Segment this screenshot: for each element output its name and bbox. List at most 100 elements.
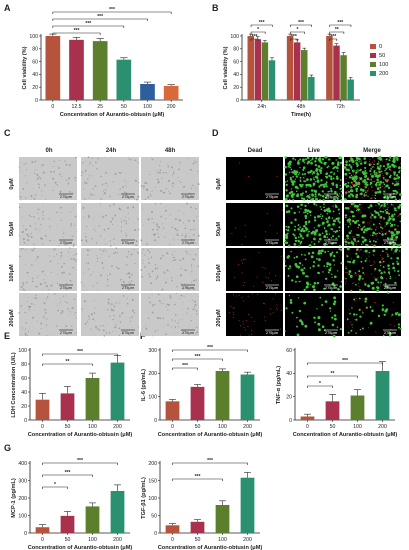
dead-cell	[396, 173, 398, 175]
live-cell	[373, 244, 376, 247]
significance-label: ***	[252, 34, 258, 40]
live-cell	[391, 182, 394, 185]
cell-speck	[20, 286, 23, 289]
live-cell	[357, 226, 360, 229]
cell-speck	[185, 234, 187, 236]
dead-cell	[270, 308, 272, 310]
live-cell	[309, 194, 311, 196]
cell-speck	[60, 255, 63, 257]
live-cell	[284, 239, 287, 242]
live-cell	[304, 217, 307, 220]
live-cell	[298, 183, 302, 186]
cell-speck	[149, 301, 151, 304]
cell-speck	[20, 305, 22, 307]
cell-speck	[52, 189, 54, 192]
cell-speck	[100, 198, 102, 200]
live-cell	[398, 274, 400, 276]
live-cell	[391, 247, 394, 250]
live-cell	[311, 193, 313, 195]
dead-cell	[379, 223, 381, 225]
cell-speck	[45, 198, 47, 200]
live-cell	[377, 213, 380, 216]
dead-cell	[398, 189, 400, 191]
dead-cell	[357, 176, 359, 178]
cell-speck	[126, 206, 129, 209]
significance-label: **	[331, 371, 335, 377]
cell-speck	[142, 259, 144, 261]
live-cell	[378, 161, 380, 163]
cell-speck	[151, 158, 154, 161]
live-cell	[377, 167, 381, 171]
cell-speck	[162, 227, 165, 229]
y-tick-label: 0	[154, 531, 157, 537]
dead-cell	[374, 278, 376, 279]
significance-bracket	[172, 349, 248, 352]
cell-speck	[36, 179, 38, 181]
cell-speck	[91, 175, 93, 177]
cell-speck	[136, 160, 137, 162]
cell-speck	[62, 312, 64, 314]
cell-speck	[85, 233, 87, 234]
cell-speck	[29, 225, 32, 227]
cell-speck	[134, 249, 136, 251]
dead-cell	[275, 275, 276, 277]
cell-speck	[44, 308, 47, 311]
live-cell	[362, 221, 365, 224]
live-cell	[358, 203, 361, 206]
cell-speck	[165, 187, 167, 190]
live-cell	[347, 260, 349, 263]
dead-cell	[382, 261, 384, 263]
cell-speck	[24, 197, 27, 199]
dead-cell	[359, 179, 361, 181]
cell-speck	[190, 319, 192, 322]
row-label-100um: 100μM	[9, 264, 15, 282]
dead-cell	[396, 192, 398, 194]
cell-speck	[87, 268, 90, 270]
live-cell	[329, 263, 332, 266]
cell-speck	[131, 310, 133, 312]
live-cell	[381, 233, 384, 236]
cell-speck	[101, 254, 103, 256]
live-cell	[332, 223, 335, 226]
dead-cell	[375, 302, 377, 304]
micrograph-image: 275μm	[80, 247, 139, 292]
y-tick-label: 80	[32, 47, 38, 53]
cell-speck	[24, 311, 26, 314]
live-cell	[388, 273, 391, 275]
cell-speck	[134, 159, 136, 161]
live-cell	[390, 231, 394, 235]
live-cell	[321, 194, 325, 198]
cell-speck	[88, 217, 90, 219]
x-axis-label: Concentration of Aurantio-obtusin (μM)	[28, 545, 133, 550]
cell-speck	[168, 170, 170, 172]
live-cell	[348, 160, 351, 163]
cell-speck	[40, 322, 43, 325]
dead-cell	[397, 216, 399, 217]
dead-cell	[384, 226, 386, 228]
live-cell	[381, 304, 384, 307]
dead-cell	[244, 236, 246, 238]
cell-speck	[169, 297, 172, 299]
cell-speck	[135, 240, 138, 243]
dead-cell	[390, 328, 392, 330]
live-cell	[306, 162, 309, 165]
live-cell	[348, 221, 351, 224]
live-cell	[378, 190, 382, 194]
live-cell	[385, 158, 388, 161]
live-cell	[296, 316, 298, 319]
live-cell	[319, 215, 321, 218]
cell-speck	[130, 320, 132, 322]
cell-speck	[63, 271, 65, 274]
live-cell	[368, 251, 371, 254]
dead-cell	[353, 282, 355, 284]
cell-speck	[137, 252, 139, 254]
cell-speck	[133, 311, 136, 314]
dead-cell	[386, 240, 388, 242]
live-cell	[344, 214, 348, 217]
image-background	[19, 203, 77, 246]
dead-cell	[389, 324, 391, 326]
dead-cell	[232, 294, 234, 296]
live-cell	[346, 247, 350, 251]
significance-label: ***	[109, 7, 115, 13]
live-cell	[314, 181, 317, 183]
